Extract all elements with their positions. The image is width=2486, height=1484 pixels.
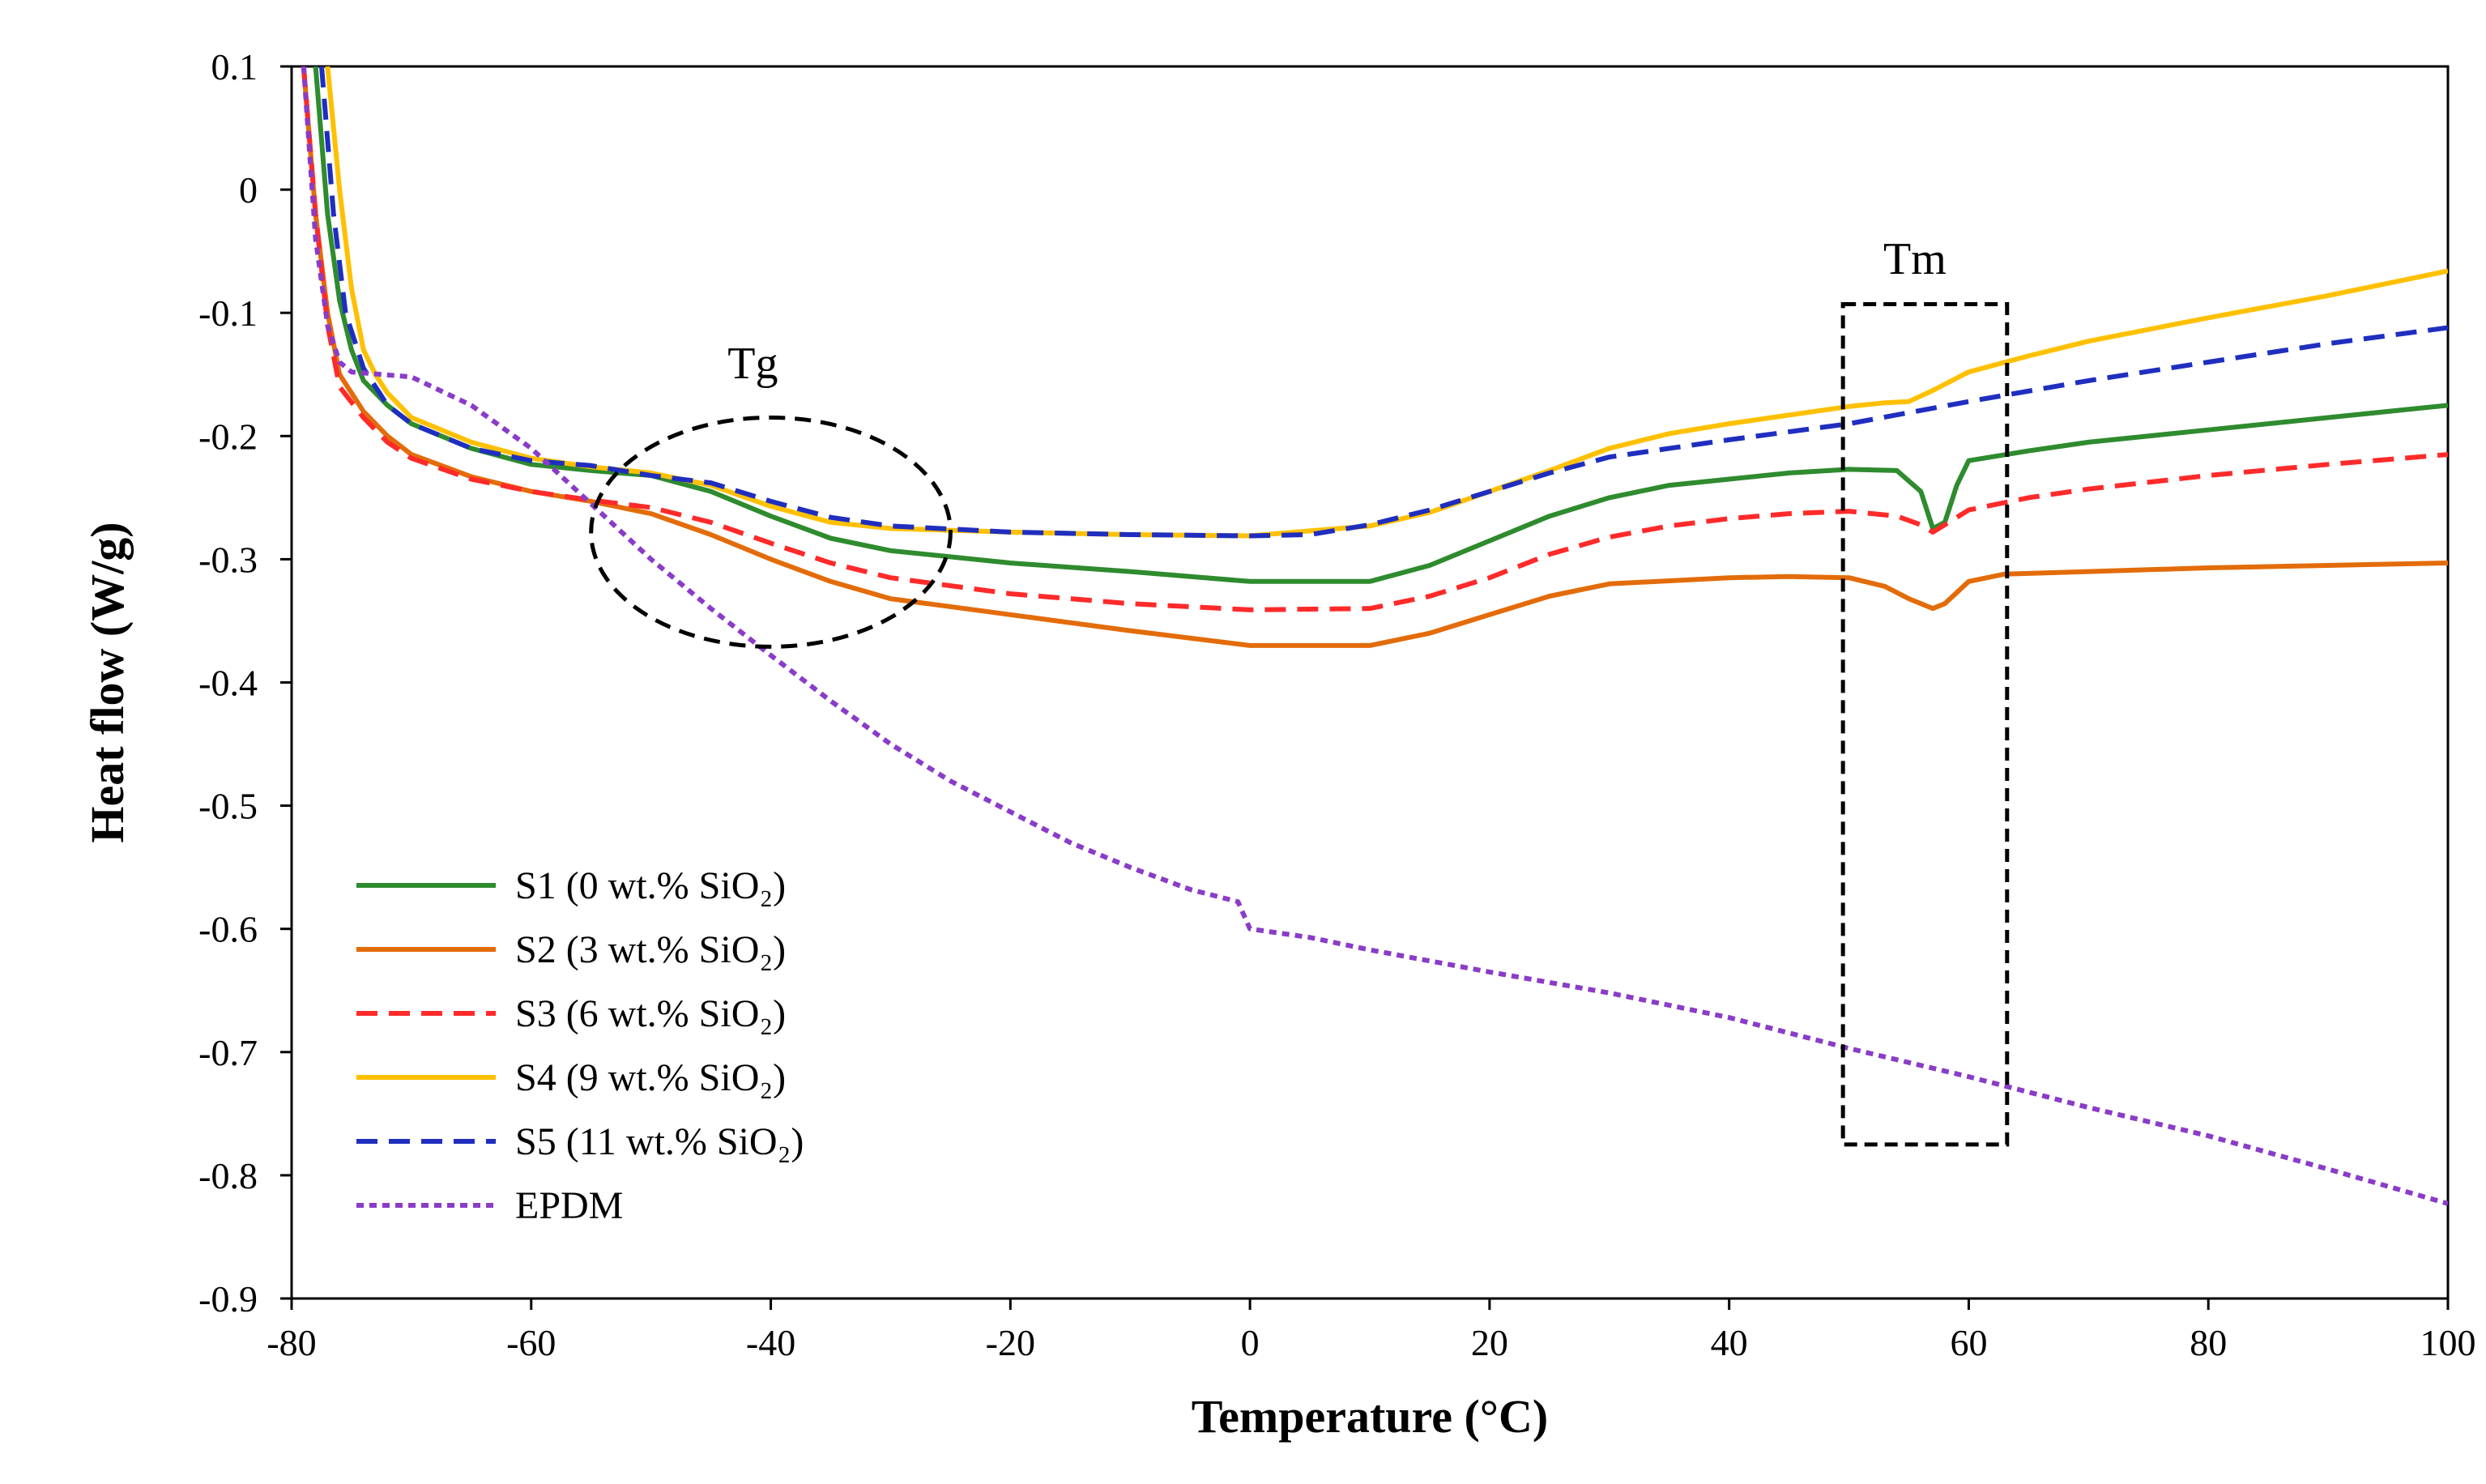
tg-ellipse (589, 415, 953, 649)
tm-box (1840, 302, 2010, 1147)
y-tick-label: -0.2 (198, 416, 258, 457)
y-tick-label: -0.4 (198, 663, 258, 704)
legend-label-5: S5 (11 wt.% SiO₂) (515, 1120, 804, 1163)
legend: S1 (0 wt.% SiO₂) S2 (3 wt.% SiO₂) S3 (6 wt… (356, 864, 804, 1227)
legend-label-6: EPDM (515, 1184, 623, 1227)
y-tick-label: -0.6 (198, 909, 258, 950)
x-axis-title: Temperature (°C) (1192, 1390, 1548, 1443)
x-tick-label: 60 (1950, 1322, 1987, 1363)
y-tick-label: 0.1 (211, 46, 258, 87)
x-tick-label: -20 (986, 1322, 1035, 1363)
legend-label-4: S4 (9 wt.% SiO₂) (515, 1056, 786, 1099)
legend-label-3: S3 (6 wt.% SiO₂) (515, 992, 786, 1035)
x-tick-label: -40 (746, 1322, 795, 1363)
series-line-4 (325, 66, 2448, 539)
y-tick-label: -0.8 (198, 1155, 258, 1196)
annotations: Tg Tm (589, 234, 2010, 1147)
y-tick-label: -0.1 (198, 292, 258, 334)
x-tick-label: 20 (1471, 1322, 1508, 1363)
x-tick-label: 100 (2420, 1322, 2476, 1363)
y-tick-label: -0.9 (198, 1278, 258, 1320)
tm-label: Tm (1883, 234, 1947, 284)
y-tick-label: -0.5 (198, 786, 258, 827)
y-tick-label: 0 (239, 169, 258, 211)
y-tick-label: -0.3 (198, 539, 258, 580)
x-tick-label: 0 (1241, 1322, 1260, 1363)
y-axis-ticks: 0.1 0 -0.1 -0.2 -0.3 -0.4 -0.5 -0.6 -0.7 -0.8 -0.9 (198, 46, 292, 1320)
series-lines (301, 66, 2448, 1206)
series-line-2 (301, 66, 2448, 648)
y-axis-title: Heat flow (W/g) (81, 522, 134, 842)
x-tick-label: 40 (1711, 1322, 1748, 1363)
tg-label: Tg (727, 339, 778, 389)
legend-label-1: S1 (0 wt.% SiO₂) (515, 864, 786, 907)
x-axis-ticks: -80 -60 -40 -20 0 20 40 60 80 100 (267, 1298, 2476, 1363)
x-tick-label: 80 (2190, 1322, 2227, 1363)
x-tick-label: -60 (506, 1322, 556, 1363)
series-line-6 (301, 66, 2448, 1206)
legend-label-2: S2 (3 wt.% SiO₂) (515, 928, 786, 971)
series-line-5 (319, 66, 2448, 539)
x-tick-label: -80 (267, 1322, 316, 1363)
series-line-3 (301, 66, 2448, 612)
y-tick-label: -0.7 (198, 1032, 258, 1073)
